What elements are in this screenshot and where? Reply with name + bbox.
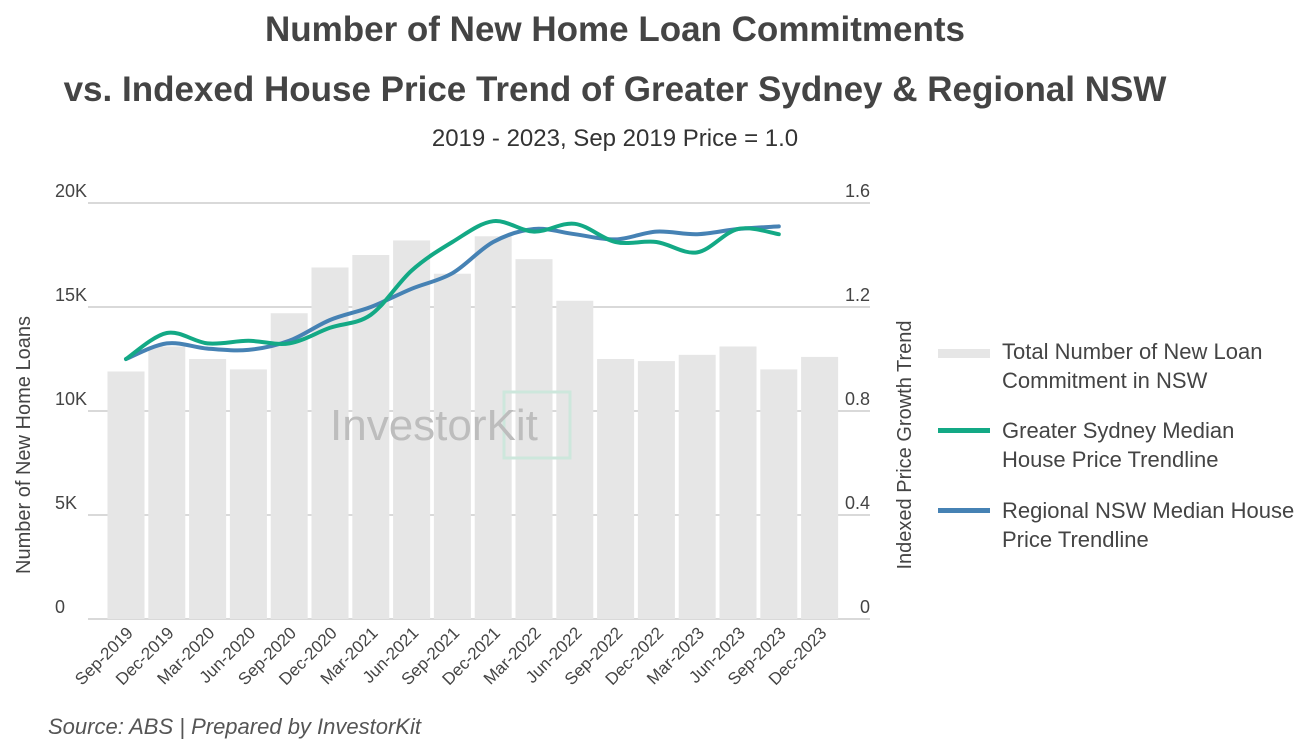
- legend-label: Commitment in NSW: [1002, 368, 1208, 393]
- legend-label: Regional NSW Median House: [1002, 498, 1295, 523]
- bar-Sep-2022: [597, 359, 635, 619]
- bar-Jun-2023: [719, 346, 757, 619]
- y-tick-label: 15K: [55, 285, 87, 305]
- bar-Mar-2023: [678, 354, 716, 619]
- legend-label: Greater Sydney Median: [1002, 418, 1235, 443]
- legend-label: House Price Trendline: [1002, 447, 1219, 472]
- legend-swatch-sydney: [938, 428, 990, 433]
- watermark-logo-box: [502, 390, 572, 460]
- watermark-logo: InvestorKit: [330, 401, 538, 450]
- chart-title-line2: vs. Indexed House Price Trend of Greater…: [63, 70, 1167, 109]
- bar-Dec-2019: [148, 346, 186, 619]
- bar-Jun-2021: [393, 240, 431, 619]
- y2-tick-label: 0.8: [845, 389, 870, 409]
- chart-subtitle: 2019 - 2023, Sep 2019 Price = 1.0: [431, 125, 799, 152]
- bar-Sep-2021: [433, 273, 471, 619]
- bar-Dec-2022: [637, 361, 675, 619]
- bar-Mar-2022: [515, 259, 553, 619]
- line-regional-nsw: [124, 224, 781, 361]
- bar-Dec-2023: [801, 356, 839, 619]
- bar-Sep-2019: [107, 371, 145, 619]
- y-tick-label: 10K: [55, 389, 87, 409]
- y2-tick-label: 0: [860, 597, 870, 617]
- bar-Jun-2020: [229, 369, 267, 619]
- y-tick-label: 5K: [55, 493, 77, 513]
- legend-label: Total Number of New Loan: [1002, 339, 1263, 364]
- y-tick-label: 20K: [55, 181, 87, 201]
- y2-tick-label: 0.4: [845, 493, 870, 513]
- legend-label: Price Trendline: [1002, 527, 1149, 552]
- legend-swatch-regional: [938, 508, 990, 513]
- source-note: Source: ABS | Prepared by InvestorKit: [48, 714, 421, 739]
- y-tick-label: 0: [55, 597, 65, 617]
- y2-axis-label: Indexed Price Growth Trend: [894, 320, 916, 569]
- chart-title-line1: Number of New Home Loan Commitments: [264, 10, 966, 49]
- y-axis-label: Number of New Home Loans: [13, 316, 35, 574]
- y2-tick-label: 1.2: [845, 285, 870, 305]
- y2-tick-label: 1.6: [845, 181, 870, 201]
- legend-swatch-bar: [938, 349, 990, 358]
- bar-Mar-2020: [189, 359, 227, 619]
- bar-Sep-2023: [760, 369, 798, 619]
- bar-Jun-2022: [556, 300, 594, 619]
- line-greater-sydney: [124, 219, 781, 361]
- bar-Sep-2020: [270, 313, 308, 619]
- bar-Dec-2021: [474, 236, 512, 619]
